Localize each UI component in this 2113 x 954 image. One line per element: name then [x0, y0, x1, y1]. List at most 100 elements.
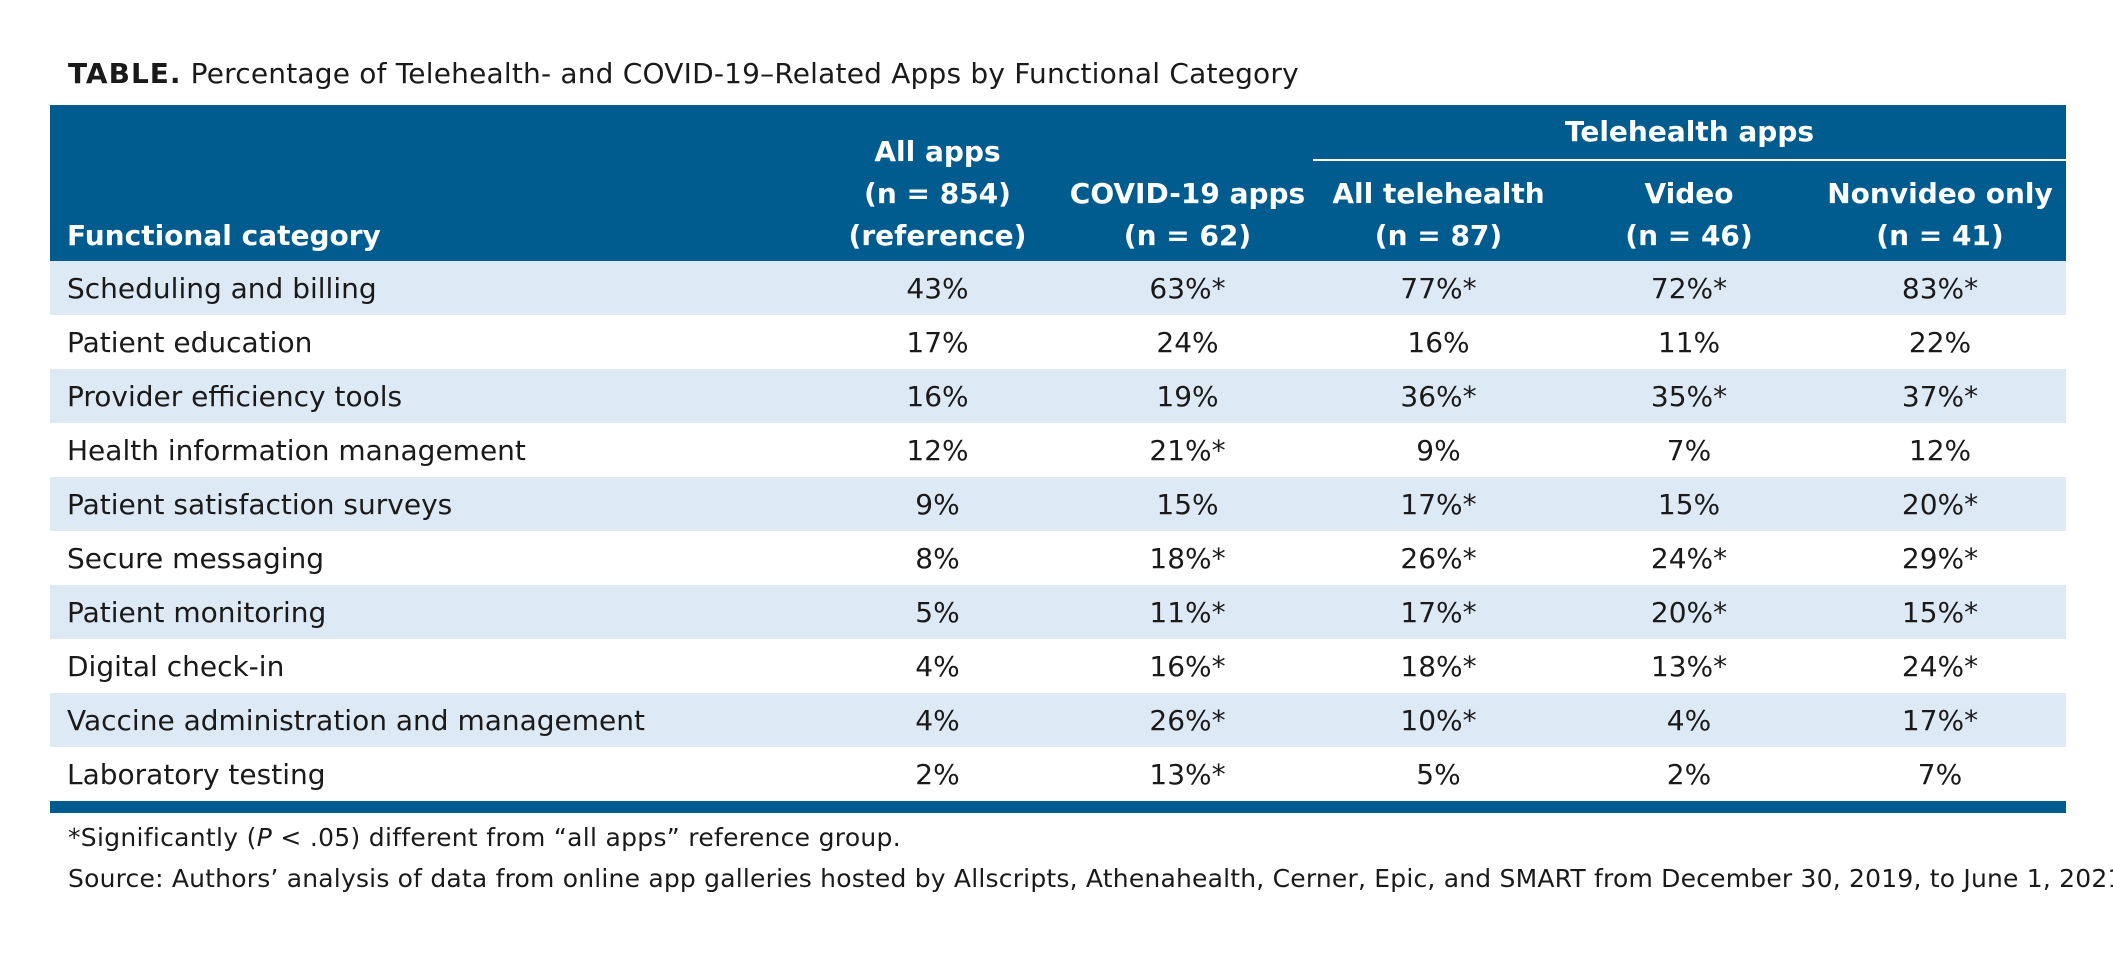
table-body: Scheduling and billing 43% 63%* 77%* 72%* 83%… [50, 261, 2066, 813]
category-cell: Patient satisfaction surveys [50, 477, 813, 531]
category-cell: Laboratory testing [50, 747, 813, 813]
value-cell: 15% [1564, 477, 1814, 531]
value-cell: 11%* [1062, 585, 1313, 639]
value-cell: 5% [813, 585, 1062, 639]
value-cell: 36%* [1313, 369, 1564, 423]
value-cell: 2% [1564, 747, 1814, 813]
value-cell: 9% [813, 477, 1062, 531]
value-cell: 12% [1814, 423, 2066, 477]
table-row: Scheduling and billing 43% 63%* 77%* 72%* 83%… [50, 261, 2066, 315]
header-video: Video (n = 46) [1564, 159, 1814, 261]
value-cell: 26%* [1062, 693, 1313, 747]
header-all-apps: All apps (n = 854) (reference) [813, 105, 1062, 261]
category-cell: Secure messaging [50, 531, 813, 585]
header-telehealth-group-label: Telehealth apps [1564, 115, 1815, 148]
value-cell: 17% [813, 315, 1062, 369]
value-cell: 4% [813, 639, 1062, 693]
category-cell: Provider efficiency tools [50, 369, 813, 423]
table-row: Secure messaging 8% 18%* 26%* 24%* 29%* [50, 531, 2066, 585]
significance-footnote: *Significantly (P < .05) different from … [68, 825, 901, 850]
table-row: Digital check-in 4% 16%* 18%* 13%* 24%* [50, 639, 2066, 693]
value-cell: 16%* [1062, 639, 1313, 693]
value-cell: 8% [813, 531, 1062, 585]
header-covid-apps-line2: (n = 62) [1123, 219, 1252, 252]
category-cell: Health information management [50, 423, 813, 477]
category-cell: Vaccine administration and management [50, 693, 813, 747]
footnote-suffix: < .05) different from “all apps” referen… [272, 823, 901, 852]
header-nonvideo: Nonvideo only (n = 41) [1814, 159, 2066, 261]
caption-text: Percentage of Telehealth- and COVID-19–R… [190, 57, 1299, 90]
value-cell: 17%* [1814, 693, 2066, 747]
value-cell: 5% [1313, 747, 1564, 813]
value-cell: 13%* [1564, 639, 1814, 693]
table-header: Functional category All apps (n = 854) (… [50, 105, 2066, 261]
header-all-telehealth: All telehealth (n = 87) [1313, 159, 1564, 261]
value-cell: 24%* [1564, 531, 1814, 585]
value-cell: 22% [1814, 315, 2066, 369]
category-cell: Digital check-in [50, 639, 813, 693]
value-cell: 20%* [1814, 477, 2066, 531]
value-cell: 26%* [1313, 531, 1564, 585]
value-cell: 20%* [1564, 585, 1814, 639]
value-cell: 24%* [1814, 639, 2066, 693]
value-cell: 4% [813, 693, 1062, 747]
header-all-apps-line1: All apps [874, 135, 1001, 168]
value-cell: 43% [813, 261, 1062, 315]
header-video-line1: Video [1644, 177, 1734, 210]
value-cell: 2% [813, 747, 1062, 813]
header-covid-apps: COVID-19 apps (n = 62) [1062, 105, 1313, 261]
value-cell: 16% [813, 369, 1062, 423]
value-cell: 10%* [1313, 693, 1564, 747]
header-all-telehealth-line1: All telehealth [1332, 177, 1545, 210]
value-cell: 15%* [1814, 585, 2066, 639]
header-all-apps-line2: (n = 854) [864, 177, 1011, 210]
value-cell: 11% [1564, 315, 1814, 369]
category-cell: Patient education [50, 315, 813, 369]
value-cell: 19% [1062, 369, 1313, 423]
table-row: Health information management 12% 21%* 9% 7%… [50, 423, 2066, 477]
value-cell: 15% [1062, 477, 1313, 531]
table-row: Vaccine administration and management 4% 2… [50, 693, 2066, 747]
value-cell: 72%* [1564, 261, 1814, 315]
value-cell: 35%* [1564, 369, 1814, 423]
category-cell: Patient monitoring [50, 585, 813, 639]
value-cell: 37%* [1814, 369, 2066, 423]
value-cell: 29%* [1814, 531, 2066, 585]
table-row: Laboratory testing 2% 13%* 5% 2% 7% [50, 747, 2066, 813]
value-cell: 13%* [1062, 747, 1313, 813]
value-cell: 21%* [1062, 423, 1313, 477]
table-row: Patient satisfaction surveys 9% 15% 17%* 15%… [50, 477, 2066, 531]
value-cell: 17%* [1313, 585, 1564, 639]
category-cell: Scheduling and billing [50, 261, 813, 315]
table-row: Provider efficiency tools 16% 19% 36%* 35%* 3… [50, 369, 2066, 423]
value-cell: 9% [1313, 423, 1564, 477]
caption-label: TABLE. [68, 57, 182, 90]
header-nonvideo-line2: (n = 41) [1876, 219, 2004, 252]
value-cell: 17%* [1313, 477, 1564, 531]
value-cell: 83%* [1814, 261, 2066, 315]
value-cell: 77%* [1313, 261, 1564, 315]
table-caption: TABLE. Percentage of Telehealth- and COV… [68, 60, 1299, 88]
value-cell: 18%* [1313, 639, 1564, 693]
header-all-apps-line3: (reference) [848, 219, 1027, 252]
source-note: Source: Authors’ analysis of data from o… [68, 864, 2113, 893]
table-row: Patient education 17% 24% 16% 11% 22% [50, 315, 2066, 369]
footnote-prefix: *Significantly ( [68, 823, 257, 852]
value-cell: 7% [1564, 423, 1814, 477]
value-cell: 24% [1062, 315, 1313, 369]
value-cell: 63%* [1062, 261, 1313, 315]
table-row: Patient monitoring 5% 11%* 17%* 20%* 15%* [50, 585, 2066, 639]
header-all-telehealth-line2: (n = 87) [1374, 219, 1503, 252]
value-cell: 4% [1564, 693, 1814, 747]
data-table: Functional category All apps (n = 854) (… [50, 105, 2066, 813]
value-cell: 12% [813, 423, 1062, 477]
footnote-p-symbol: P [256, 823, 273, 852]
value-cell: 16% [1313, 315, 1564, 369]
header-functional-category: Functional category [50, 105, 813, 261]
value-cell: 18%* [1062, 531, 1313, 585]
value-cell: 7% [1814, 747, 2066, 813]
header-covid-apps-line1: COVID-19 apps [1069, 177, 1306, 210]
header-nonvideo-line1: Nonvideo only [1827, 177, 2053, 210]
header-telehealth-group: Telehealth apps [1313, 105, 2066, 160]
header-video-line2: (n = 46) [1625, 219, 1753, 252]
